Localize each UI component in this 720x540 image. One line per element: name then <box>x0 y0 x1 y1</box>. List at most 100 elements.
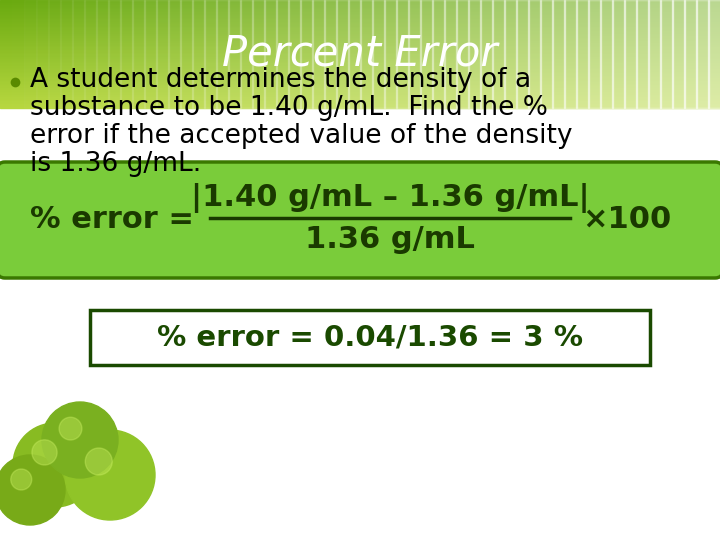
Bar <box>0 25 720 27</box>
Bar <box>0 11 720 12</box>
Bar <box>168 0 181 108</box>
Bar <box>0 52 720 54</box>
Bar <box>60 0 73 108</box>
Bar <box>672 0 685 108</box>
Bar <box>144 0 157 108</box>
Bar <box>636 0 649 108</box>
Bar <box>96 0 109 108</box>
Bar <box>564 0 577 108</box>
Bar <box>300 0 313 108</box>
Bar <box>624 0 637 108</box>
Bar <box>0 58 720 59</box>
Bar <box>204 0 217 108</box>
Bar <box>0 73 720 74</box>
Bar <box>504 0 517 108</box>
Bar <box>0 86 720 87</box>
Bar <box>0 10 720 11</box>
Bar <box>0 106 720 108</box>
Bar <box>0 97 720 98</box>
Bar <box>0 16 720 17</box>
Bar <box>0 43 720 45</box>
Bar <box>660 0 673 108</box>
Bar <box>84 0 97 108</box>
Bar <box>612 0 625 108</box>
Bar <box>0 68 720 69</box>
Bar <box>696 0 709 108</box>
Bar <box>0 31 720 32</box>
Bar <box>0 87 720 89</box>
Bar <box>360 0 373 108</box>
Bar <box>0 45 720 46</box>
Bar <box>0 60 720 62</box>
Bar <box>48 0 61 108</box>
Bar <box>600 0 613 108</box>
Text: is 1.36 g/mL.: is 1.36 g/mL. <box>30 151 202 177</box>
Bar <box>0 82 720 84</box>
Bar <box>396 0 409 108</box>
Bar <box>528 0 541 108</box>
Bar <box>0 79 720 81</box>
Bar <box>0 17 720 19</box>
Circle shape <box>0 455 65 525</box>
Bar <box>156 0 169 108</box>
Bar <box>0 57 720 58</box>
Bar <box>312 0 325 108</box>
Circle shape <box>13 423 97 507</box>
Text: Percent Error: Percent Error <box>222 32 498 74</box>
Bar <box>0 98 720 100</box>
Bar <box>0 30 720 31</box>
Bar <box>0 42 720 43</box>
Bar <box>0 89 720 90</box>
Bar <box>240 0 253 108</box>
Circle shape <box>85 448 112 475</box>
Bar <box>0 76 720 77</box>
Circle shape <box>42 402 118 478</box>
Circle shape <box>59 417 82 440</box>
Bar <box>432 0 445 108</box>
Bar <box>0 103 720 104</box>
Bar <box>516 0 529 108</box>
Bar <box>0 12 720 14</box>
Bar <box>0 70 720 71</box>
Bar <box>0 74 720 76</box>
Bar <box>0 40 720 42</box>
Bar <box>0 92 720 93</box>
Bar <box>0 22 720 23</box>
Text: ×100: ×100 <box>582 206 671 234</box>
Bar <box>372 0 385 108</box>
Bar <box>0 33 720 35</box>
Bar <box>0 49 720 50</box>
Bar <box>0 105 720 106</box>
Bar <box>684 0 697 108</box>
Text: A student determines the density of a: A student determines the density of a <box>30 67 531 93</box>
Bar <box>0 93 720 94</box>
FancyBboxPatch shape <box>0 162 720 278</box>
Bar <box>0 81 720 82</box>
Bar <box>0 0 720 2</box>
Bar <box>0 32 720 33</box>
Bar <box>0 78 720 79</box>
Bar <box>408 0 421 108</box>
Text: error if the accepted value of the density: error if the accepted value of the densi… <box>30 123 572 149</box>
Bar <box>0 66 720 68</box>
Bar <box>708 0 720 108</box>
Bar <box>648 0 661 108</box>
Bar <box>288 0 301 108</box>
Bar <box>228 0 241 108</box>
Bar <box>0 3 720 4</box>
Bar <box>0 39 720 40</box>
Bar <box>276 0 289 108</box>
Bar <box>0 62 720 63</box>
Bar <box>0 20 720 22</box>
FancyBboxPatch shape <box>90 310 650 365</box>
Bar <box>0 0 13 108</box>
Bar <box>0 96 720 97</box>
Bar <box>36 0 49 108</box>
Bar <box>0 2 720 3</box>
Bar <box>0 47 720 49</box>
Bar <box>0 35 720 36</box>
Bar <box>0 100 720 102</box>
Bar <box>468 0 481 108</box>
Bar <box>492 0 505 108</box>
Text: % error = 0.04/1.36 = 3 %: % error = 0.04/1.36 = 3 % <box>157 323 583 352</box>
